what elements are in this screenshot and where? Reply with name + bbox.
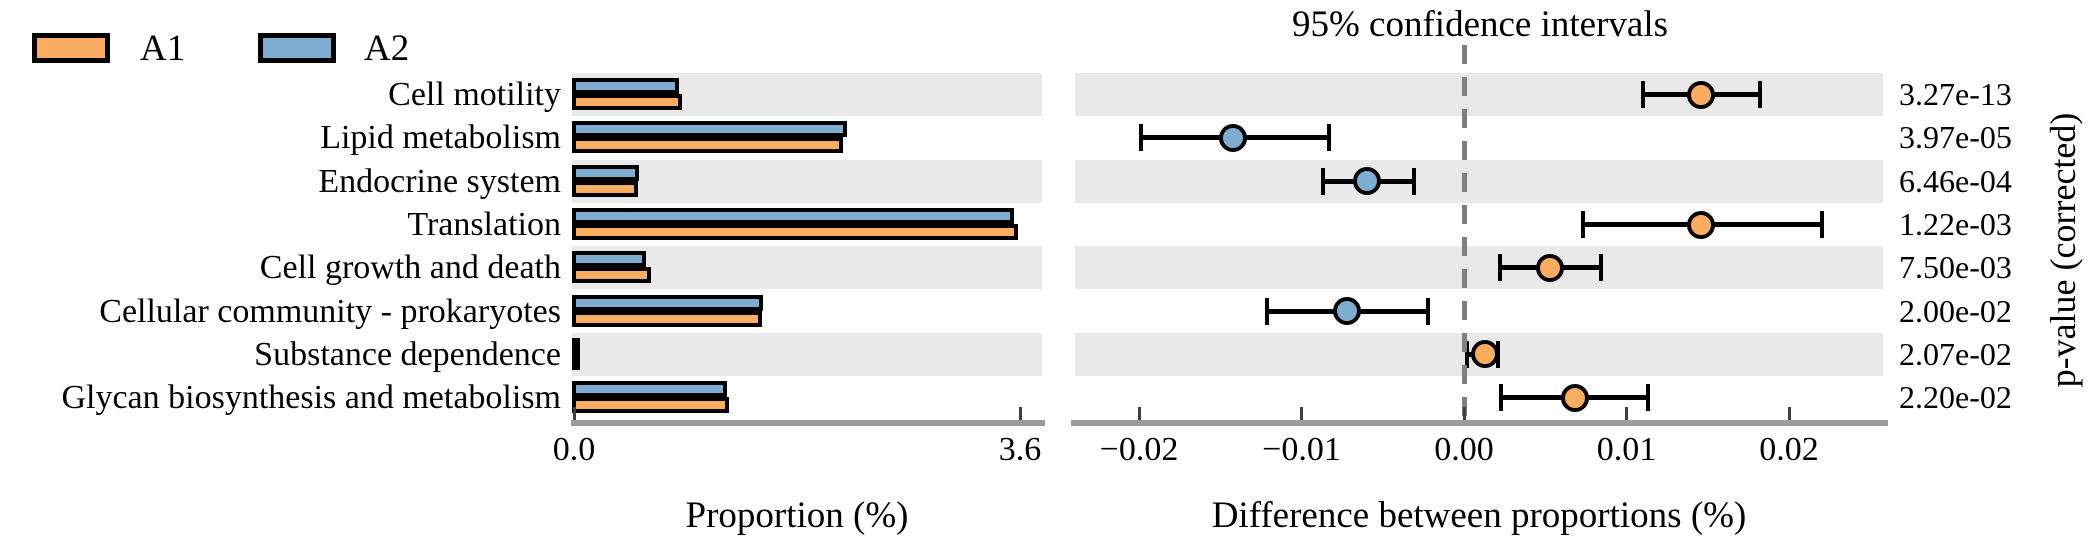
x-tick-label: 0.02 xyxy=(1759,431,1819,468)
x-tick-label: 0.0 xyxy=(552,431,596,468)
x-tick xyxy=(1137,407,1141,420)
bar-a1 xyxy=(572,397,730,414)
x-tick xyxy=(1625,407,1628,420)
p-value: 2.00e-02 xyxy=(1899,292,2012,329)
ci-cap-right xyxy=(1598,254,1603,282)
x-tick-label: −0.01 xyxy=(1262,431,1341,468)
ci-dot xyxy=(1536,253,1565,282)
bar-a2 xyxy=(572,164,639,181)
x-tick xyxy=(1462,407,1466,420)
category-label: Cell growth and death xyxy=(259,249,561,287)
bar-a1 xyxy=(572,223,1019,240)
x-axis-right-panel xyxy=(1071,420,1888,426)
ci-cap-left xyxy=(1465,340,1470,368)
category-label: Lipid metabolism xyxy=(320,119,561,157)
ci-cap-left xyxy=(1265,297,1270,325)
category-label: Endocrine system xyxy=(318,162,561,200)
ci-dot xyxy=(1687,80,1716,109)
row-band-right xyxy=(1075,73,1883,117)
category-label: Translation xyxy=(407,205,561,243)
bar-a2 xyxy=(572,121,848,138)
ci-dot xyxy=(1333,297,1361,326)
x-axis-left-panel xyxy=(571,420,1045,426)
p-value-axis-label: p-value (corrected) xyxy=(2043,112,2083,388)
x-tick xyxy=(1300,407,1303,420)
ci-cap-right xyxy=(1757,81,1762,109)
x-tick-label: −0.02 xyxy=(1099,431,1179,468)
p-value: 2.07e-02 xyxy=(1899,335,2012,372)
ci-cap-left xyxy=(1497,254,1502,282)
ci-cap-left xyxy=(1499,384,1504,412)
ci-dot xyxy=(1352,167,1381,196)
x-tick xyxy=(572,407,576,420)
p-value: 2.20e-02 xyxy=(1899,379,2012,416)
bar-a1 xyxy=(572,94,683,110)
p-value: 7.50e-03 xyxy=(1899,249,2012,286)
x-tick xyxy=(1018,407,1022,420)
p-value: 3.97e-05 xyxy=(1899,119,2012,156)
bar-a1 xyxy=(572,310,762,327)
ci-cap-right xyxy=(1327,124,1332,152)
ci-cap-left xyxy=(1580,211,1585,239)
legend-swatch-a2 xyxy=(258,33,336,63)
bar-a1 xyxy=(572,180,638,197)
ci-cap-right xyxy=(1819,211,1824,239)
ci-cap-right xyxy=(1645,384,1650,412)
ci-cap-left xyxy=(1320,167,1325,195)
row-band-right xyxy=(1075,159,1883,203)
category-label: Cellular community - prokaryotes xyxy=(99,292,561,330)
ci-cap-left xyxy=(1138,124,1143,152)
row-band-left xyxy=(572,332,1042,377)
legend-label-a2: A2 xyxy=(364,28,410,69)
bar-a2 xyxy=(572,294,763,311)
bar-a2 xyxy=(572,337,580,354)
right-x-axis-title: Difference between proportions (%) xyxy=(1211,495,1747,536)
bar-a2 xyxy=(572,381,727,398)
category-label: Substance dependence xyxy=(254,335,561,373)
p-value: 1.22e-03 xyxy=(1899,205,2012,242)
bar-a2 xyxy=(572,207,1015,224)
legend-label-a1: A1 xyxy=(140,28,186,69)
x-tick-label: 0.00 xyxy=(1434,431,1494,468)
legend-swatch-a1 xyxy=(32,33,110,63)
bar-a1 xyxy=(572,353,580,370)
bar-a1 xyxy=(572,267,652,284)
ci-dot xyxy=(1219,123,1248,152)
x-tick-label: 3.6 xyxy=(998,431,1042,468)
x-tick xyxy=(1787,407,1791,420)
category-label: Cell motility xyxy=(388,76,561,113)
ci-dot xyxy=(1687,210,1716,239)
ci-dot xyxy=(1560,383,1589,412)
bar-a2 xyxy=(572,78,679,94)
ci-dot xyxy=(1471,340,1500,369)
p-value: 3.27e-13 xyxy=(1899,76,2012,112)
bar-a2 xyxy=(572,251,647,268)
zero-reference-line xyxy=(1462,45,1467,420)
ci-panel-title: 95% confidence intervals xyxy=(1291,4,1669,45)
category-label: Glycan biosynthesis and metabolism xyxy=(61,379,561,417)
ci-cap-right xyxy=(1426,297,1431,325)
left-x-axis-title: Proportion (%) xyxy=(685,495,909,536)
x-tick-label: 0.01 xyxy=(1596,431,1657,468)
row-band-left xyxy=(572,159,1042,203)
bar-a1 xyxy=(572,137,844,154)
row-band-right xyxy=(1075,246,1883,290)
ci-cap-right xyxy=(1411,167,1416,195)
p-value: 6.46e-04 xyxy=(1899,162,2012,199)
ci-cap-left xyxy=(1640,81,1645,109)
